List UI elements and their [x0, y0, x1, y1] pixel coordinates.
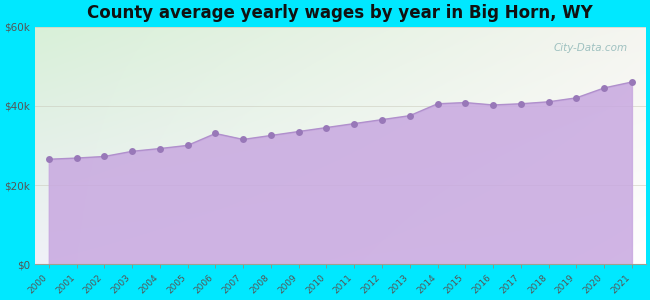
Point: [349, 121, 359, 126]
Point: [99, 154, 110, 159]
Point: [377, 117, 387, 122]
Point: [460, 100, 471, 105]
Point: [627, 80, 637, 84]
Point: [488, 103, 499, 107]
Point: [127, 149, 137, 154]
Point: [321, 125, 332, 130]
Text: City-Data.com: City-Data.com: [553, 43, 627, 53]
Point: [210, 131, 220, 136]
Point: [571, 95, 582, 100]
Point: [432, 101, 443, 106]
Point: [72, 156, 82, 161]
Point: [266, 133, 276, 138]
Title: County average yearly wages by year in Big Horn, WY: County average yearly wages by year in B…: [88, 4, 593, 22]
Point: [44, 157, 54, 162]
Point: [599, 85, 610, 90]
Point: [183, 143, 193, 148]
Point: [543, 99, 554, 104]
Point: [515, 101, 526, 106]
Point: [294, 129, 304, 134]
Point: [404, 113, 415, 118]
Point: [155, 146, 165, 151]
Point: [238, 137, 248, 142]
